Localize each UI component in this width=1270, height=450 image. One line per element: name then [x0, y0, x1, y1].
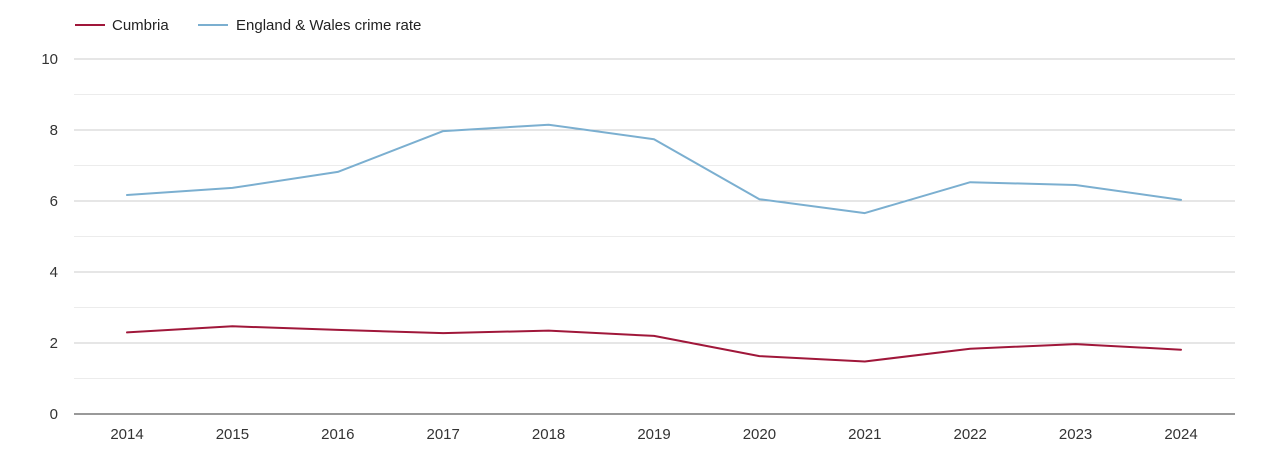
axes: 0 2 4 6 8 10 2014 2015 2016 2017 2018 2019 2020 2021 2…	[41, 51, 1235, 443]
gridlines	[74, 58, 1235, 379]
x-tick-label: 2022	[954, 426, 987, 443]
series-line-england-wales[interactable]	[126, 123, 1182, 215]
y-tick-label: 8	[50, 122, 58, 139]
x-tick-label: 2019	[637, 426, 670, 443]
x-tick-label: 2016	[321, 426, 354, 443]
series-line-cumbria[interactable]	[126, 325, 1182, 363]
legend: Cumbria England & Wales crime rate	[75, 17, 421, 34]
x-tick-label: 2024	[1164, 426, 1197, 443]
y-tick-label: 0	[50, 406, 58, 423]
x-tick-label: 2020	[743, 426, 776, 443]
x-tick-label: 2018	[532, 426, 565, 443]
y-tick-label: 2	[50, 335, 58, 352]
legend-label: Cumbria	[112, 17, 169, 34]
y-tick-label: 4	[50, 264, 58, 281]
legend-item-england-wales[interactable]: England & Wales crime rate	[198, 17, 421, 34]
legend-item-cumbria[interactable]: Cumbria	[75, 17, 169, 34]
x-tick-label: 2017	[427, 426, 460, 443]
x-tick-label: 2015	[216, 426, 249, 443]
y-tick-label: 6	[50, 193, 58, 210]
y-tick-label: 10	[41, 51, 58, 68]
x-tick-label: 2014	[110, 426, 143, 443]
x-tick-label: 2023	[1059, 426, 1092, 443]
series-lines	[126, 123, 1182, 363]
x-tick-label: 2021	[848, 426, 881, 443]
legend-label: England & Wales crime rate	[236, 17, 421, 34]
